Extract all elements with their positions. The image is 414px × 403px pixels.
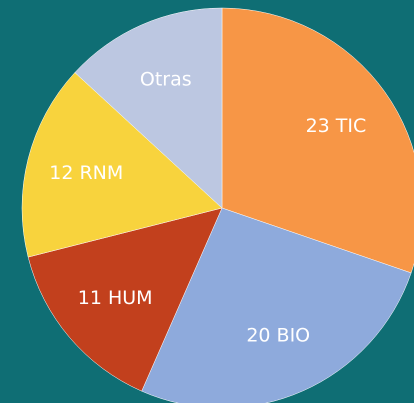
pie-slice [141,207,412,403]
pie-slice [27,207,223,392]
pie-slice [221,7,414,274]
pie-slice [21,72,223,258]
slice-label: Otras [140,68,192,90]
slice-label: 23 TIC [306,115,367,137]
slice-label: 11 HUM [78,287,153,309]
pie-slice [74,7,223,209]
slice-label: 12 RNM [49,162,123,184]
slice-label: 20 BIO [246,325,310,347]
